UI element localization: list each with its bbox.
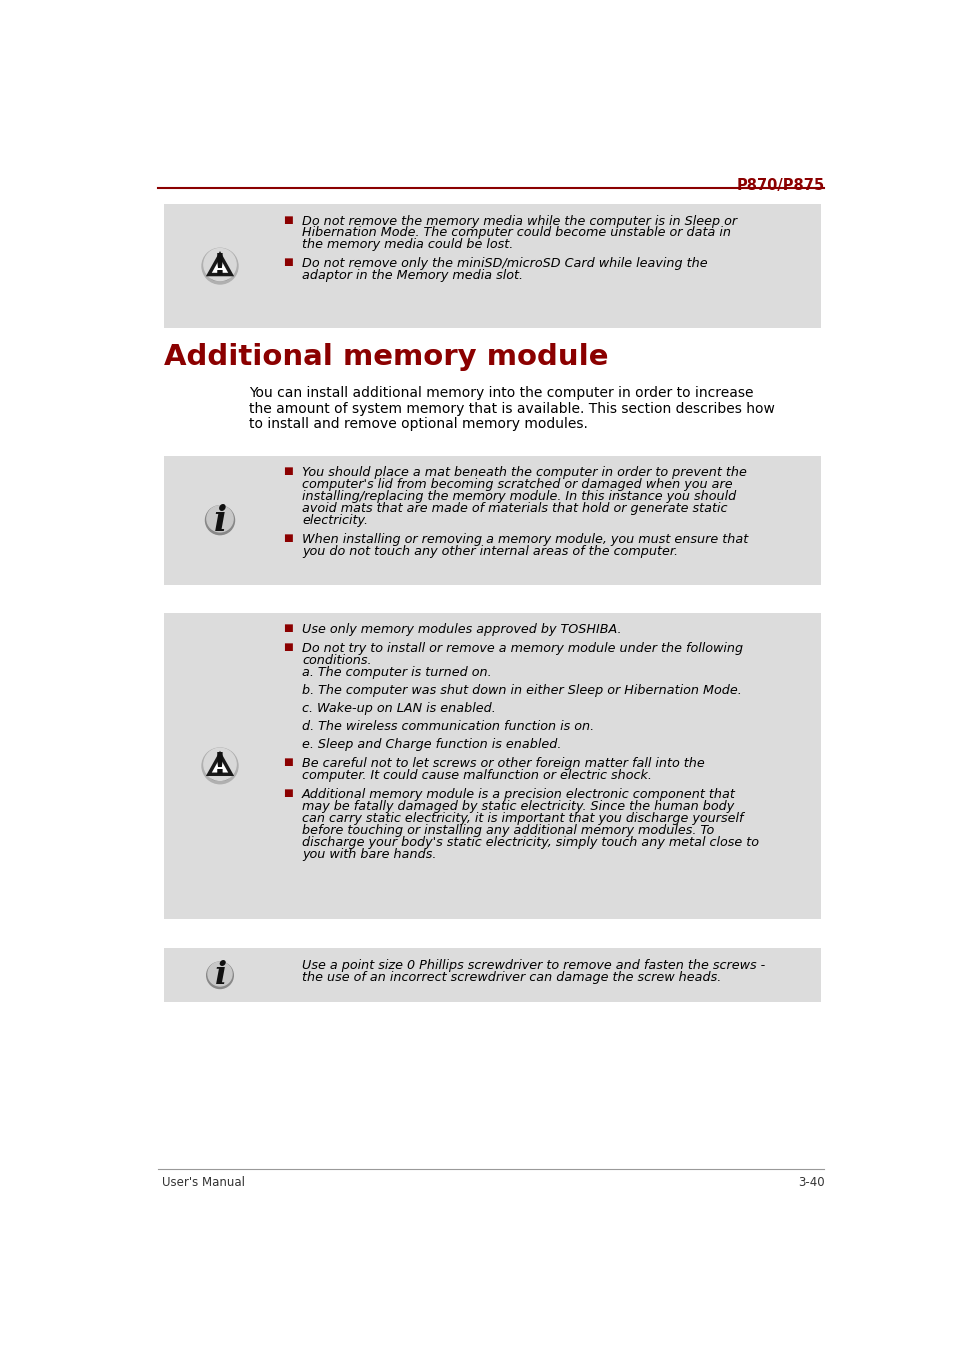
Text: to install and remove optional memory modules.: to install and remove optional memory mo…	[249, 417, 588, 430]
Text: Do not remove the memory media while the computer is in Sleep or: Do not remove the memory media while the…	[302, 215, 737, 227]
Ellipse shape	[213, 530, 227, 533]
Text: Additional memory module: Additional memory module	[164, 343, 608, 371]
Circle shape	[204, 748, 236, 780]
Text: can carry static electricity, it is important that you discharge yourself: can carry static electricity, it is impo…	[302, 812, 743, 824]
FancyBboxPatch shape	[164, 948, 820, 1002]
Text: !: !	[213, 252, 227, 281]
Text: electricity.: electricity.	[302, 514, 368, 527]
Text: Use a point size 0 Phillips screwdriver to remove and fasten the screws -: Use a point size 0 Phillips screwdriver …	[302, 959, 764, 972]
Text: Use only memory modules approved by TOSHIBA.: Use only memory modules approved by TOSH…	[302, 623, 621, 636]
Circle shape	[202, 249, 237, 284]
Text: ■: ■	[283, 533, 293, 543]
Text: the memory media could be lost.: the memory media could be lost.	[302, 238, 513, 252]
Text: ■: ■	[283, 257, 293, 268]
Circle shape	[205, 506, 234, 534]
Text: discharge your body's static electricity, simply touch any metal close to: discharge your body's static electricity…	[302, 835, 759, 849]
Text: P870/P875: P870/P875	[736, 179, 823, 194]
Text: User's Manual: User's Manual	[162, 1177, 245, 1189]
Ellipse shape	[212, 775, 229, 780]
Text: !: !	[213, 752, 227, 780]
FancyBboxPatch shape	[164, 456, 820, 585]
Text: Do not remove only the miniSD/microSD Card while leaving the: Do not remove only the miniSD/microSD Ca…	[302, 257, 707, 270]
Text: ■: ■	[283, 788, 293, 798]
Text: ■: ■	[283, 643, 293, 652]
Text: before touching or installing any additional memory modules. To: before touching or installing any additi…	[302, 824, 714, 837]
Text: i: i	[214, 960, 226, 991]
Text: ■: ■	[283, 623, 293, 633]
Text: ■: ■	[283, 215, 293, 225]
Polygon shape	[209, 755, 231, 775]
Text: 3-40: 3-40	[797, 1177, 823, 1189]
Text: i: i	[213, 504, 227, 538]
Text: you with bare hands.: you with bare hands.	[302, 847, 436, 861]
Text: computer. It could cause malfunction or electric shock.: computer. It could cause malfunction or …	[302, 769, 651, 781]
Text: When installing or removing a memory module, you must ensure that: When installing or removing a memory mod…	[302, 533, 747, 546]
Ellipse shape	[213, 983, 226, 987]
Text: b. The computer was shut down in either Sleep or Hibernation Mode.: b. The computer was shut down in either …	[302, 685, 741, 697]
Text: Hibernation Mode. The computer could become unstable or data in: Hibernation Mode. The computer could bec…	[302, 226, 730, 239]
Text: the amount of system memory that is available. This section describes how: the amount of system memory that is avai…	[249, 402, 775, 416]
Text: e. Sleep and Charge function is enabled.: e. Sleep and Charge function is enabled.	[302, 738, 561, 751]
Polygon shape	[209, 254, 231, 274]
Text: conditions.: conditions.	[302, 655, 372, 667]
Text: installing/replacing the memory module. In this instance you should: installing/replacing the memory module. …	[302, 490, 736, 503]
Circle shape	[207, 506, 233, 531]
Text: ■: ■	[283, 467, 293, 476]
Text: computer's lid from becoming scratched or damaged when you are: computer's lid from becoming scratched o…	[302, 479, 732, 491]
Text: c. Wake-up on LAN is enabled.: c. Wake-up on LAN is enabled.	[302, 702, 496, 716]
Text: Additional memory module is a precision electronic component that: Additional memory module is a precision …	[302, 788, 736, 802]
Text: you do not touch any other internal areas of the computer.: you do not touch any other internal area…	[302, 545, 678, 558]
Text: avoid mats that are made of materials that hold or generate static: avoid mats that are made of materials th…	[302, 502, 727, 515]
Text: the use of an incorrect screwdriver can damage the screw heads.: the use of an incorrect screwdriver can …	[302, 971, 720, 985]
Text: d. The wireless communication function is on.: d. The wireless communication function i…	[302, 720, 594, 733]
Text: adaptor in the Memory media slot.: adaptor in the Memory media slot.	[302, 269, 522, 282]
Circle shape	[207, 962, 233, 989]
Circle shape	[204, 249, 236, 281]
Circle shape	[202, 748, 237, 784]
FancyBboxPatch shape	[164, 203, 820, 328]
Text: You can install additional memory into the computer in order to increase: You can install additional memory into t…	[249, 386, 753, 401]
Text: Be careful not to let screws or other foreign matter fall into the: Be careful not to let screws or other fo…	[302, 757, 704, 771]
FancyBboxPatch shape	[164, 612, 820, 919]
Text: ■: ■	[283, 757, 293, 767]
Text: You should place a mat beneath the computer in order to prevent the: You should place a mat beneath the compu…	[302, 467, 746, 479]
Ellipse shape	[212, 274, 229, 281]
Text: Do not try to install or remove a memory module under the following: Do not try to install or remove a memory…	[302, 643, 742, 655]
Circle shape	[208, 962, 232, 986]
Text: a. The computer is turned on.: a. The computer is turned on.	[302, 666, 491, 679]
Text: may be fatally damaged by static electricity. Since the human body: may be fatally damaged by static electri…	[302, 800, 734, 812]
